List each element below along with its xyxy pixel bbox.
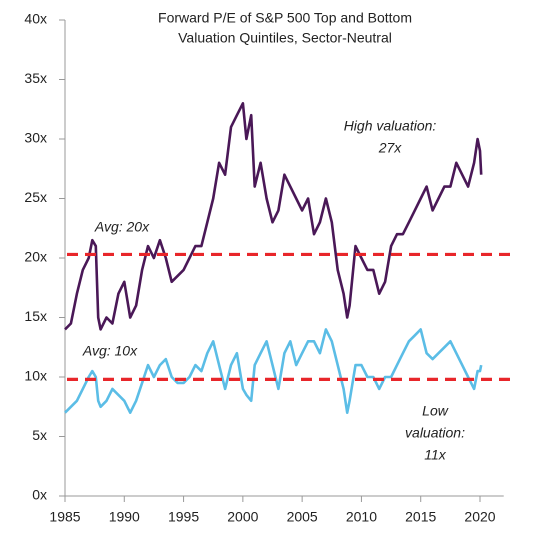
chart-title: Valuation Quintiles, Sector-Neutral	[178, 30, 392, 46]
x-tick-label: 1995	[168, 509, 199, 525]
y-tick-label: 5x	[32, 427, 47, 443]
y-tick-label: 35x	[24, 70, 47, 86]
annotation: Low	[422, 403, 449, 419]
annotation: valuation:	[405, 425, 465, 441]
annotation: 27x	[378, 140, 403, 156]
x-tick-label: 2020	[464, 509, 495, 525]
annotation: 11x	[424, 447, 447, 463]
annotation: Avg: 10x	[82, 343, 138, 359]
x-tick-label: 1990	[109, 509, 140, 525]
x-tick-label: 2010	[346, 509, 377, 525]
x-tick-label: 2000	[227, 509, 258, 525]
annotation: Avg: 20x	[94, 219, 150, 235]
y-tick-label: 40x	[24, 11, 47, 27]
y-tick-label: 25x	[24, 189, 47, 205]
chart-title: Forward P/E of S&P 500 Top and Bottom	[158, 10, 412, 26]
y-tick-label: 15x	[24, 308, 47, 324]
y-tick-label: 30x	[24, 130, 47, 146]
series-line	[64, 328, 483, 414]
y-tick-label: 20x	[24, 249, 47, 265]
y-tick-label: 10x	[24, 368, 47, 384]
y-tick-label: 0x	[32, 487, 47, 503]
series-line	[64, 102, 483, 331]
x-tick-label: 2015	[405, 509, 436, 525]
annotation: High valuation:	[344, 118, 437, 134]
x-tick-label: 2005	[287, 509, 318, 525]
x-tick-label: 1985	[49, 509, 80, 525]
